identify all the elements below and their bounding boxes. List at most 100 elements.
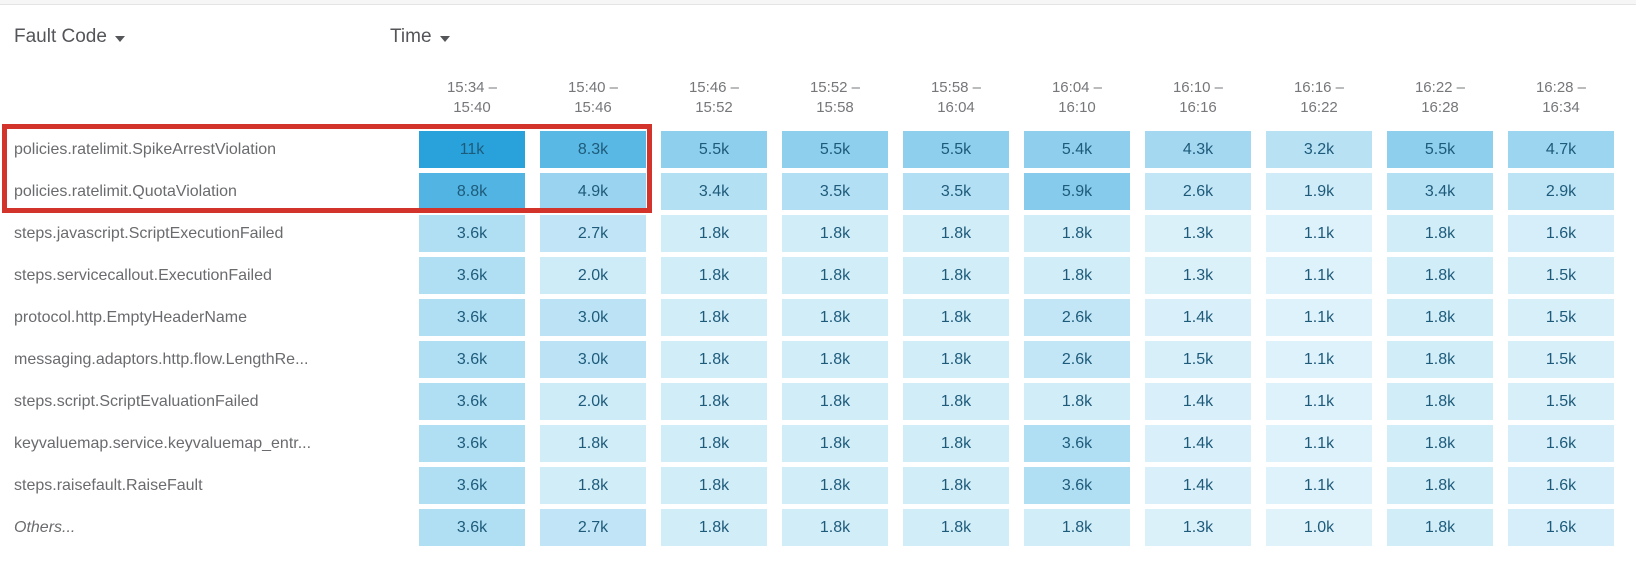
- heatmap-cell[interactable]: 1.5k: [1508, 383, 1614, 420]
- heatmap-cell[interactable]: 1.8k: [782, 215, 888, 252]
- heatmap-cell[interactable]: 8.8k: [419, 173, 525, 210]
- heatmap-cell[interactable]: 1.8k: [1024, 509, 1130, 546]
- heatmap-cell[interactable]: 3.6k: [419, 509, 525, 546]
- heatmap-cell[interactable]: 1.8k: [782, 257, 888, 294]
- heatmap-cell[interactable]: 3.6k: [419, 257, 525, 294]
- heatmap-cell[interactable]: 1.6k: [1508, 509, 1614, 546]
- heatmap-cell[interactable]: 3.2k: [1266, 131, 1372, 168]
- heatmap-cell[interactable]: 1.5k: [1508, 257, 1614, 294]
- heatmap-cell[interactable]: 2.9k: [1508, 173, 1614, 210]
- heatmap-cell[interactable]: 2.7k: [540, 215, 646, 252]
- heatmap-cell[interactable]: 1.8k: [782, 509, 888, 546]
- heatmap-cell[interactable]: 1.8k: [661, 509, 767, 546]
- heatmap-cell[interactable]: 1.1k: [1266, 425, 1372, 462]
- heatmap-cell[interactable]: 1.1k: [1266, 383, 1372, 420]
- heatmap-cell[interactable]: 3.6k: [419, 425, 525, 462]
- heatmap-cell[interactable]: 4.9k: [540, 173, 646, 210]
- heatmap-cell[interactable]: 5.5k: [903, 131, 1009, 168]
- heatmap-cell[interactable]: 1.5k: [1145, 341, 1251, 378]
- fault-code-row-label[interactable]: messaging.adaptors.http.flow.LengthRe...: [14, 350, 309, 368]
- heatmap-cell[interactable]: 1.8k: [1387, 341, 1493, 378]
- heatmap-cell[interactable]: 2.0k: [540, 383, 646, 420]
- heatmap-cell[interactable]: 1.8k: [661, 341, 767, 378]
- heatmap-cell[interactable]: 1.8k: [1387, 215, 1493, 252]
- heatmap-cell[interactable]: 3.0k: [540, 341, 646, 378]
- heatmap-cell[interactable]: 1.8k: [661, 215, 767, 252]
- heatmap-cell[interactable]: 1.8k: [903, 383, 1009, 420]
- heatmap-cell[interactable]: 3.6k: [419, 299, 525, 336]
- heatmap-cell[interactable]: 1.1k: [1266, 299, 1372, 336]
- heatmap-cell[interactable]: 1.8k: [1024, 257, 1130, 294]
- fault-code-row-label[interactable]: steps.javascript.ScriptExecutionFailed: [14, 224, 284, 242]
- heatmap-cell[interactable]: 3.5k: [782, 173, 888, 210]
- heatmap-cell[interactable]: 5.5k: [1387, 131, 1493, 168]
- heatmap-cell[interactable]: 3.6k: [1024, 425, 1130, 462]
- heatmap-cell[interactable]: 3.0k: [540, 299, 646, 336]
- heatmap-cell[interactable]: 1.8k: [782, 299, 888, 336]
- heatmap-cell[interactable]: 4.7k: [1508, 131, 1614, 168]
- heatmap-cell[interactable]: 2.7k: [540, 509, 646, 546]
- heatmap-cell[interactable]: 1.6k: [1508, 467, 1614, 504]
- heatmap-cell[interactable]: 5.9k: [1024, 173, 1130, 210]
- fault-code-row-label[interactable]: Others...: [14, 518, 76, 536]
- fault-code-row-label[interactable]: steps.servicecallout.ExecutionFailed: [14, 266, 272, 284]
- heatmap-cell[interactable]: 1.8k: [1024, 215, 1130, 252]
- heatmap-cell[interactable]: 1.8k: [782, 383, 888, 420]
- heatmap-cell[interactable]: 3.6k: [419, 341, 525, 378]
- heatmap-cell[interactable]: 2.6k: [1024, 299, 1130, 336]
- heatmap-cell[interactable]: 3.4k: [661, 173, 767, 210]
- heatmap-cell[interactable]: 2.6k: [1145, 173, 1251, 210]
- heatmap-cell[interactable]: 3.5k: [903, 173, 1009, 210]
- heatmap-cell[interactable]: 2.0k: [540, 257, 646, 294]
- heatmap-cell[interactable]: 1.8k: [903, 215, 1009, 252]
- heatmap-cell[interactable]: 1.1k: [1266, 257, 1372, 294]
- heatmap-cell[interactable]: 1.5k: [1508, 341, 1614, 378]
- heatmap-cell[interactable]: 1.8k: [1387, 467, 1493, 504]
- heatmap-cell[interactable]: 1.8k: [661, 299, 767, 336]
- heatmap-cell[interactable]: 5.5k: [661, 131, 767, 168]
- heatmap-cell[interactable]: 1.1k: [1266, 341, 1372, 378]
- heatmap-cell[interactable]: 3.6k: [1024, 467, 1130, 504]
- heatmap-cell[interactable]: 5.4k: [1024, 131, 1130, 168]
- heatmap-cell[interactable]: 1.8k: [903, 257, 1009, 294]
- fault-code-row-label[interactable]: keyvaluemap.service.keyvaluemap_entr...: [14, 434, 312, 452]
- heatmap-cell[interactable]: 1.8k: [782, 341, 888, 378]
- heatmap-cell[interactable]: 1.8k: [903, 425, 1009, 462]
- heatmap-cell[interactable]: 1.1k: [1266, 467, 1372, 504]
- heatmap-cell[interactable]: 11k: [419, 131, 525, 168]
- heatmap-cell[interactable]: 1.5k: [1508, 299, 1614, 336]
- heatmap-cell[interactable]: 3.6k: [419, 215, 525, 252]
- heatmap-cell[interactable]: 1.1k: [1266, 215, 1372, 252]
- heatmap-cell[interactable]: 1.8k: [540, 467, 646, 504]
- fault-code-row-label[interactable]: policies.ratelimit.SpikeArrestViolation: [14, 140, 277, 158]
- heatmap-cell[interactable]: 2.6k: [1024, 341, 1130, 378]
- heatmap-cell[interactable]: 1.8k: [661, 425, 767, 462]
- heatmap-cell[interactable]: 1.4k: [1145, 299, 1251, 336]
- heatmap-cell[interactable]: 1.8k: [661, 467, 767, 504]
- heatmap-cell[interactable]: 1.8k: [903, 509, 1009, 546]
- heatmap-cell[interactable]: 1.8k: [661, 257, 767, 294]
- heatmap-cell[interactable]: 1.6k: [1508, 215, 1614, 252]
- fault-code-row-label[interactable]: steps.script.ScriptEvaluationFailed: [14, 392, 259, 410]
- heatmap-cell[interactable]: 1.8k: [1387, 257, 1493, 294]
- heatmap-cell[interactable]: 1.8k: [903, 341, 1009, 378]
- heatmap-cell[interactable]: 1.4k: [1145, 425, 1251, 462]
- time-header[interactable]: Time: [390, 26, 450, 48]
- heatmap-cell[interactable]: 3.6k: [419, 383, 525, 420]
- fault-code-row-label[interactable]: policies.ratelimit.QuotaViolation: [14, 182, 237, 200]
- heatmap-cell[interactable]: 1.4k: [1145, 383, 1251, 420]
- heatmap-cell[interactable]: 1.3k: [1145, 509, 1251, 546]
- heatmap-cell[interactable]: 1.8k: [903, 299, 1009, 336]
- heatmap-cell[interactable]: 1.4k: [1145, 467, 1251, 504]
- heatmap-cell[interactable]: 1.3k: [1145, 215, 1251, 252]
- heatmap-cell[interactable]: 1.9k: [1266, 173, 1372, 210]
- heatmap-cell[interactable]: 1.8k: [1387, 425, 1493, 462]
- heatmap-cell[interactable]: 8.3k: [540, 131, 646, 168]
- heatmap-cell[interactable]: 3.4k: [1387, 173, 1493, 210]
- heatmap-cell[interactable]: 1.0k: [1266, 509, 1372, 546]
- heatmap-cell[interactable]: 5.5k: [782, 131, 888, 168]
- fault-code-row-label[interactable]: steps.raisefault.RaiseFault: [14, 476, 203, 494]
- heatmap-cell[interactable]: 1.6k: [1508, 425, 1614, 462]
- heatmap-cell[interactable]: 1.8k: [661, 383, 767, 420]
- heatmap-cell[interactable]: 1.3k: [1145, 257, 1251, 294]
